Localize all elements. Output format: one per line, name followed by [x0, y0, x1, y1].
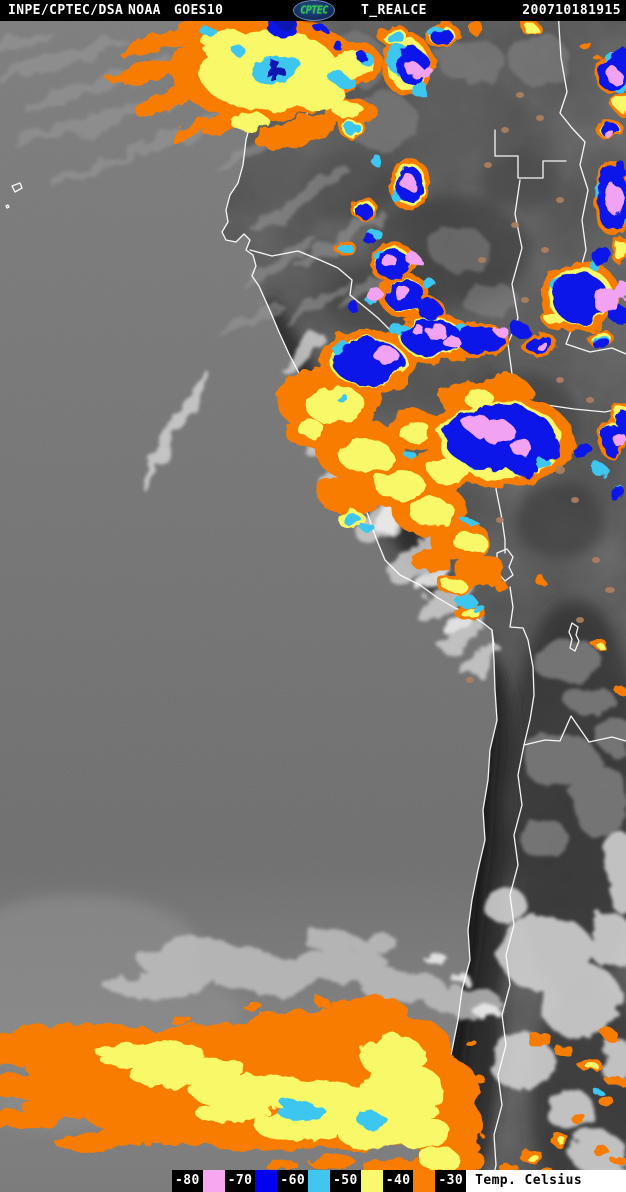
legend-swatch	[255, 1170, 278, 1192]
cloud-coast-streaks	[140, 374, 212, 488]
legend-label: -50	[333, 1173, 358, 1188]
legend-label: -40	[385, 1173, 411, 1188]
cptec-logo-text: CPTEC	[300, 4, 328, 17]
legend-swatch	[308, 1170, 331, 1192]
legend-label: -60	[280, 1173, 306, 1188]
header-source: INPE/CPTEC/DSA	[8, 3, 124, 18]
legend-swatch	[413, 1170, 436, 1192]
legend-swatch	[202, 1170, 225, 1192]
enhancement-pink	[367, 63, 626, 456]
legend-label: -70	[227, 1173, 253, 1188]
legend-label: -30	[438, 1173, 464, 1188]
galapagos-island	[5, 182, 23, 209]
header-product: T_REALCE	[361, 3, 427, 18]
legend-title: Temp. Celsius	[466, 1170, 626, 1192]
header-agency: NOAA	[128, 3, 161, 18]
cloud-prestorm-band	[104, 930, 508, 1022]
header-satellite: GOES10	[174, 3, 224, 18]
legend-swatch	[360, 1170, 383, 1192]
legend-label: -80	[175, 1173, 200, 1188]
header-timestamp: 200710181915	[522, 3, 621, 18]
legend-items: -80 -70 -60 -50 -40 -30	[172, 1170, 467, 1192]
temperature-legend: -80 -70 -60 -50 -40 -30 Temp. Celsius	[172, 1170, 626, 1192]
enhancement-tan-specks	[466, 92, 615, 683]
cptec-logo: CPTEC	[293, 0, 335, 21]
